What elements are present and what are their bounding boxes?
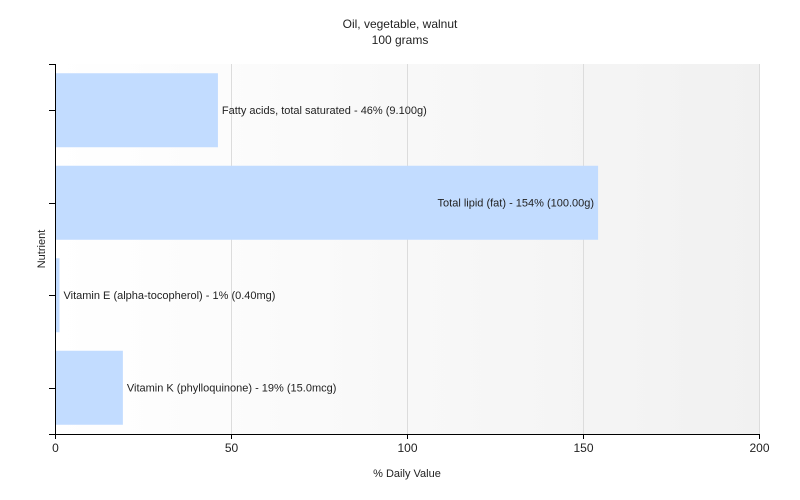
x-tick-label: 100	[397, 441, 417, 455]
bar	[56, 350, 123, 425]
chart-title: Oil, vegetable, walnut	[343, 17, 458, 31]
bar-label: Vitamin K (phylloquinone) - 19% (15.0mcg…	[127, 383, 337, 395]
bar-label: Total lipid (fat) - 154% (100.00g)	[438, 198, 595, 210]
y-axis-label: Nutrient	[36, 230, 48, 269]
x-tick-label: 200	[749, 441, 769, 455]
x-tick-label: 50	[225, 441, 239, 455]
bar	[56, 73, 218, 148]
axes: 0 50 100 150 200	[49, 64, 770, 455]
bar	[56, 258, 60, 333]
bar-label: Fatty acids, total saturated - 46% (9.10…	[222, 105, 427, 117]
grid-lines	[231, 64, 760, 434]
bars: Fatty acids, total saturated - 46% (9.10…	[56, 73, 599, 425]
chart-subtitle: 100 grams	[372, 33, 429, 47]
x-tick-label: 0	[52, 441, 59, 455]
x-axis-label: % Daily Value	[373, 468, 441, 480]
bar	[56, 165, 599, 240]
bar-label: Vitamin E (alpha-tocopherol) - 1% (0.40m…	[64, 290, 276, 302]
x-tick-label: 150	[573, 441, 593, 455]
